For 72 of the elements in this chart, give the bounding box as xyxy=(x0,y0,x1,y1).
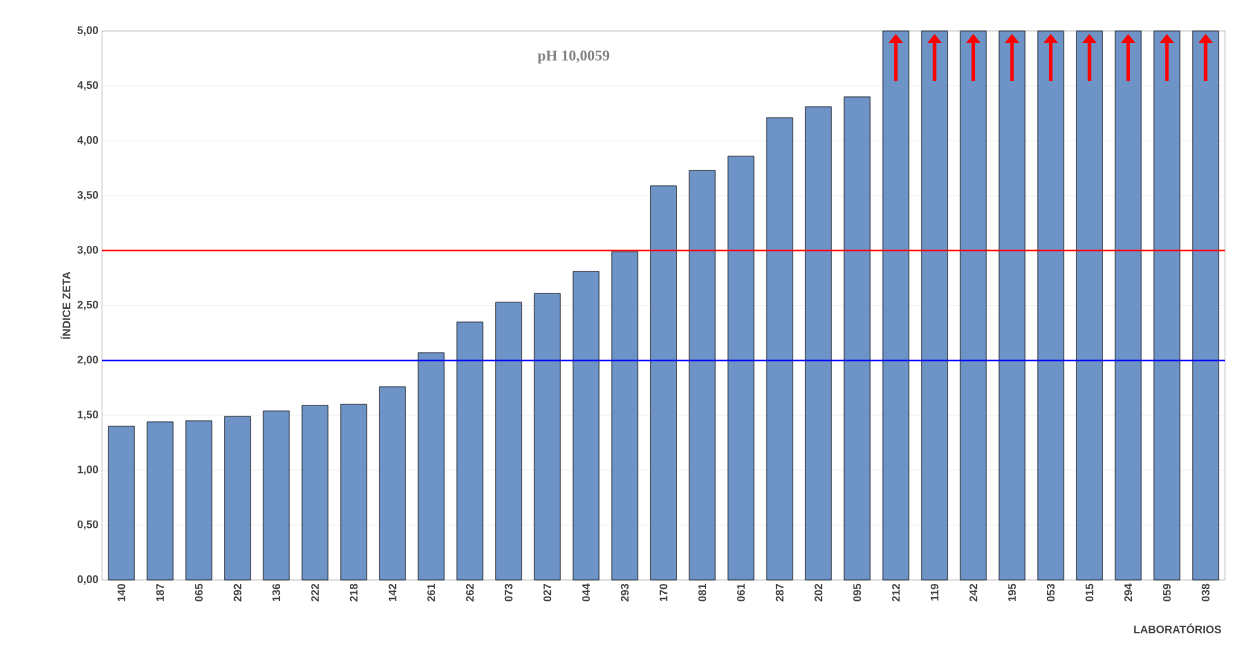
x-tick-label: 222 xyxy=(311,583,319,602)
y-tick-label: 4,00 xyxy=(77,136,99,146)
y-tick-label: 0,50 xyxy=(77,520,99,530)
y-tick-label: 4,50 xyxy=(77,81,99,91)
y-tick-label: 2,50 xyxy=(77,300,99,311)
bar xyxy=(534,293,561,581)
bar xyxy=(650,185,677,581)
x-tick-label: 059 xyxy=(1163,583,1171,602)
bar xyxy=(998,30,1026,581)
y-tick-label: 3,50 xyxy=(77,191,99,201)
bar xyxy=(843,96,871,581)
bar xyxy=(688,170,716,581)
bar xyxy=(108,425,135,581)
x-tick-label: 044 xyxy=(582,583,590,602)
bar xyxy=(1037,30,1065,581)
x-tick-label: 119 xyxy=(930,583,939,601)
y-axis-title: ÍNDICE ZETA xyxy=(60,271,71,339)
bar xyxy=(146,421,174,581)
x-tick-label: 053 xyxy=(1046,583,1055,602)
bar xyxy=(959,30,987,581)
x-tick-label: 287 xyxy=(775,583,784,602)
bar xyxy=(1076,30,1103,581)
x-tick-label: 136 xyxy=(272,583,281,602)
text: pH 10,0059 xyxy=(537,50,610,64)
x-tick-label: 142 xyxy=(388,583,397,602)
bar xyxy=(224,416,251,581)
bar xyxy=(1192,30,1219,581)
y-tick-label: 1,00 xyxy=(77,465,99,475)
bar xyxy=(572,271,600,581)
x-tick-label: 027 xyxy=(543,583,552,602)
x-axis-title: LABORATÓRIOS xyxy=(1134,623,1222,634)
x-tick-label: 195 xyxy=(1008,583,1016,602)
bar xyxy=(262,410,290,581)
x-tick-label: 140 xyxy=(117,583,126,602)
bar xyxy=(456,321,484,581)
x-tick-label: 061 xyxy=(737,583,745,602)
y-tick-label: 5,00 xyxy=(77,26,99,36)
x-tick-label: 187 xyxy=(156,583,164,602)
bar xyxy=(882,30,910,581)
x-tick-label: 292 xyxy=(233,583,242,602)
bar xyxy=(1153,30,1181,581)
bar xyxy=(727,155,755,581)
bar xyxy=(1114,30,1142,581)
x-tick-label: 212 xyxy=(892,583,900,602)
y-tick-label: 1,50 xyxy=(77,410,99,420)
x-tick-label: 261 xyxy=(427,583,436,602)
x-tick-label: 202 xyxy=(814,583,823,602)
x-tick-label: 015 xyxy=(1085,583,1094,602)
bar xyxy=(766,117,793,581)
x-tick-label: 242 xyxy=(969,583,978,602)
bar xyxy=(417,352,445,581)
y-tick-label: 2,00 xyxy=(77,355,99,366)
bar xyxy=(379,386,406,581)
y-tick-label: 0,00 xyxy=(77,575,99,585)
bar xyxy=(340,404,368,581)
x-tick-label: 095 xyxy=(853,583,861,602)
x-tick-label: 262 xyxy=(466,583,474,602)
x-tick-label: 065 xyxy=(194,583,203,602)
x-tick-label: 294 xyxy=(1124,583,1133,602)
x-tick-label: 170 xyxy=(659,583,668,602)
bar xyxy=(301,405,329,581)
x-tick-label: 218 xyxy=(349,583,358,602)
x-tick-label: 293 xyxy=(620,583,629,602)
bar xyxy=(805,106,832,581)
x-tick-label: 038 xyxy=(1201,583,1210,602)
bar xyxy=(921,30,948,581)
bar xyxy=(495,301,522,581)
x-tick-label: 073 xyxy=(504,583,513,602)
y-tick-label: 3,00 xyxy=(77,245,99,256)
bar xyxy=(185,420,213,581)
x-tick-label: 081 xyxy=(698,583,707,602)
bar xyxy=(611,251,639,581)
